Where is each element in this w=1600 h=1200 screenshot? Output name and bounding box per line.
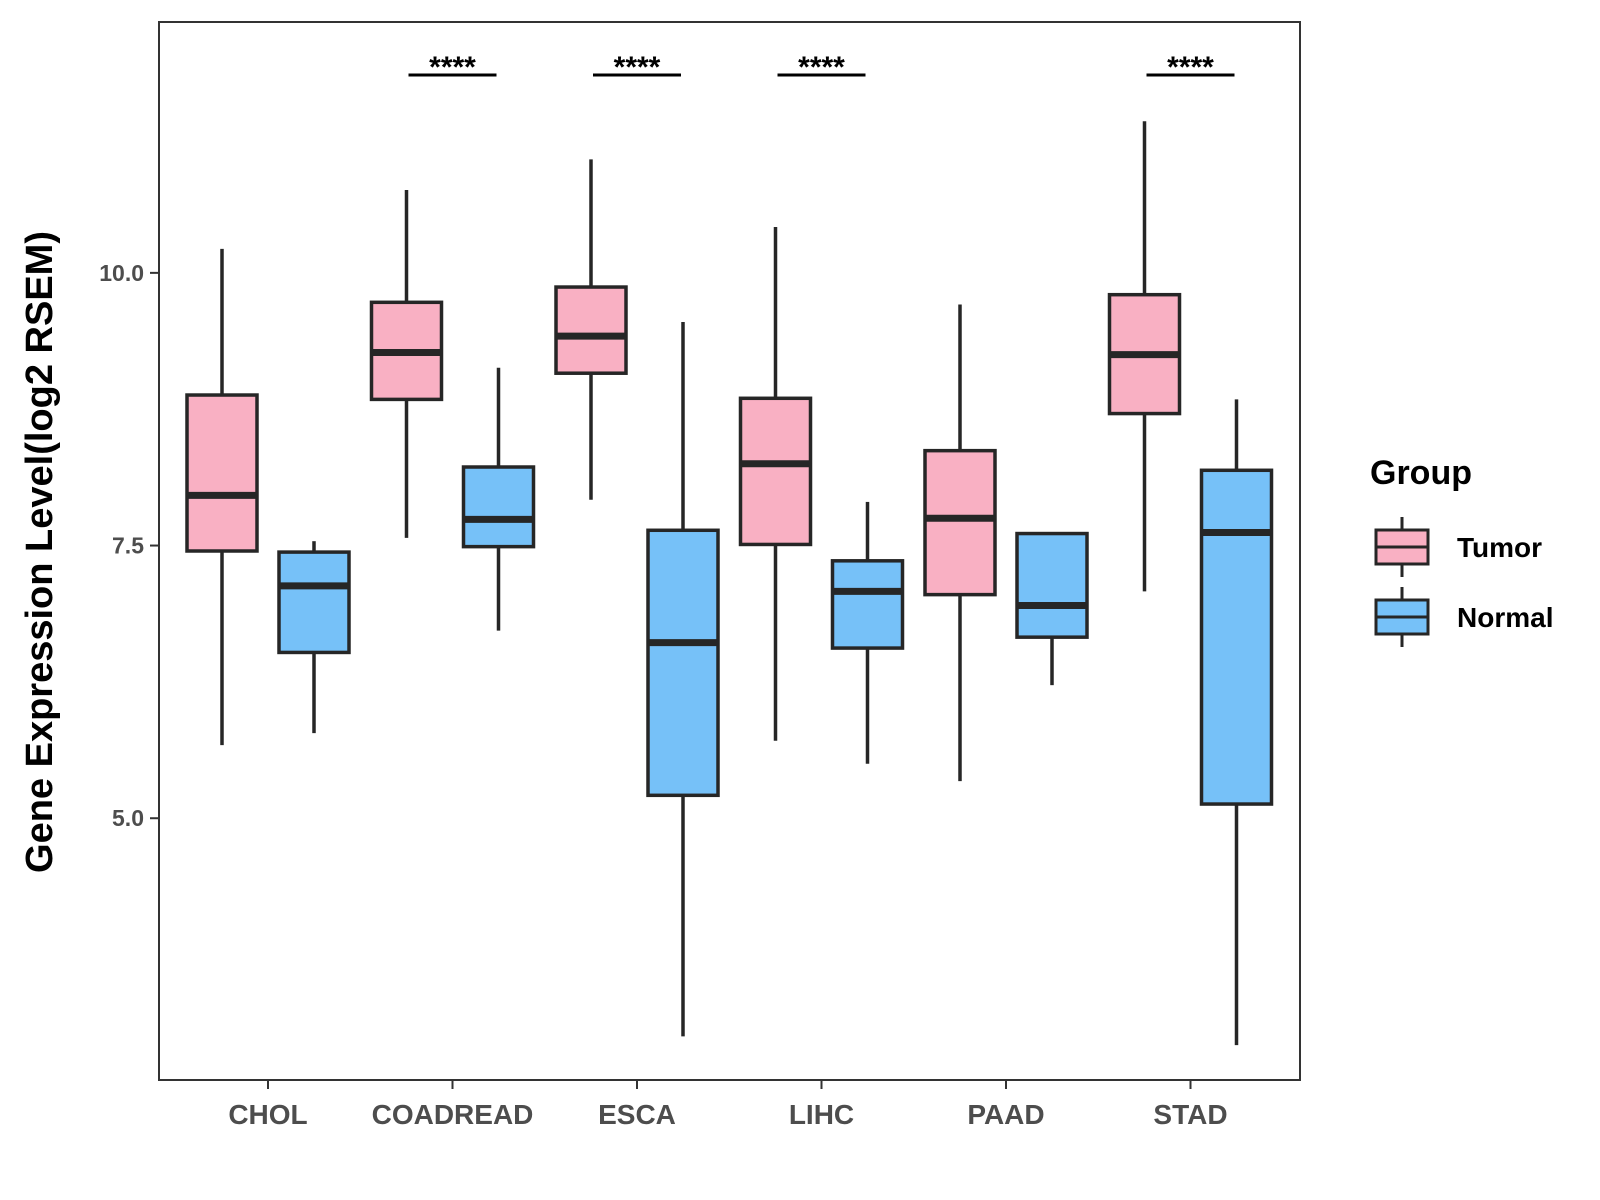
x-tick-label: CHOL bbox=[228, 1099, 307, 1130]
iqr-box bbox=[1015, 531, 1089, 639]
iqr-box bbox=[277, 550, 351, 655]
box-normal-esca bbox=[646, 321, 720, 1037]
box-tumor-esca bbox=[554, 159, 628, 500]
iqr-box bbox=[830, 559, 905, 650]
significance-lihc: **** bbox=[777, 51, 866, 84]
significance-label: **** bbox=[429, 51, 476, 84]
iqr-box bbox=[461, 465, 536, 549]
box-tumor-chol bbox=[185, 248, 259, 746]
box-normal-lihc bbox=[830, 501, 905, 764]
iqr-box bbox=[554, 285, 628, 375]
legend-item-normal: Normal bbox=[1374, 587, 1553, 647]
y-axis-title: Gene Expression Level(log2 RSEM) bbox=[19, 231, 61, 873]
iqr-box bbox=[185, 393, 259, 553]
x-tick-label: PAAD bbox=[967, 1099, 1044, 1130]
boxplot-boxes bbox=[185, 121, 1274, 1046]
legend: Group Tumor Normal bbox=[1370, 454, 1553, 647]
x-tick-label: ESCA bbox=[598, 1099, 676, 1130]
significance-label: **** bbox=[798, 51, 845, 84]
significance-esca: **** bbox=[593, 51, 681, 84]
significance-label: **** bbox=[1167, 51, 1214, 84]
significance-label: **** bbox=[614, 51, 661, 84]
box-normal-paad bbox=[1015, 531, 1089, 686]
iqr-box bbox=[1199, 468, 1274, 806]
box-tumor-paad bbox=[923, 304, 997, 782]
x-tick-label: STAD bbox=[1153, 1099, 1227, 1130]
significance-annotations: **** **** **** **** bbox=[408, 51, 1235, 84]
box-normal-chol bbox=[277, 541, 351, 734]
box-normal-stad bbox=[1199, 399, 1274, 1046]
box-normal-coadread bbox=[461, 367, 536, 631]
significance-stad: **** bbox=[1146, 51, 1235, 84]
axes: 5.0 7.5 10.0 CHOL COADREAD ESCA LIHC PAAD STAD bbox=[99, 260, 1227, 1130]
y-tick-label: 5.0 bbox=[112, 805, 144, 831]
y-tick-label: 7.5 bbox=[112, 533, 144, 559]
legend-label: Tumor bbox=[1457, 532, 1542, 563]
legend-item-tumor: Tumor bbox=[1374, 517, 1542, 577]
significance-coadread: **** bbox=[408, 51, 497, 84]
legend-label: Normal bbox=[1457, 602, 1553, 633]
y-tick-label: 10.0 bbox=[99, 260, 144, 286]
iqr-box bbox=[923, 448, 997, 597]
box-tumor-lihc bbox=[738, 227, 813, 741]
iqr-box bbox=[646, 528, 720, 798]
x-tick-label: LIHC bbox=[789, 1099, 854, 1130]
box-tumor-stad bbox=[1107, 121, 1182, 592]
iqr-box bbox=[738, 396, 813, 547]
x-tick-label: COADREAD bbox=[372, 1099, 534, 1130]
legend-title: Group bbox=[1370, 454, 1472, 492]
box-tumor-coadread bbox=[369, 189, 444, 538]
